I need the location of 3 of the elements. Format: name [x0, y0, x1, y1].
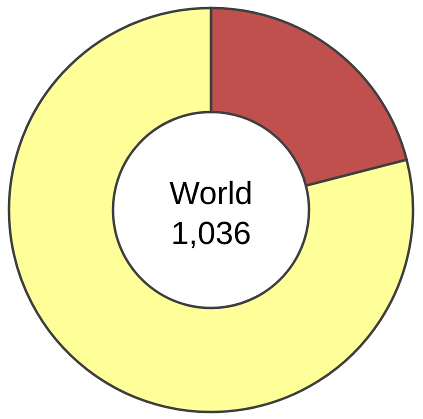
- text: World: [170, 175, 252, 211]
- donut-slice: [8, 6, 414, 414]
- text: 1,036: [170, 215, 252, 251]
